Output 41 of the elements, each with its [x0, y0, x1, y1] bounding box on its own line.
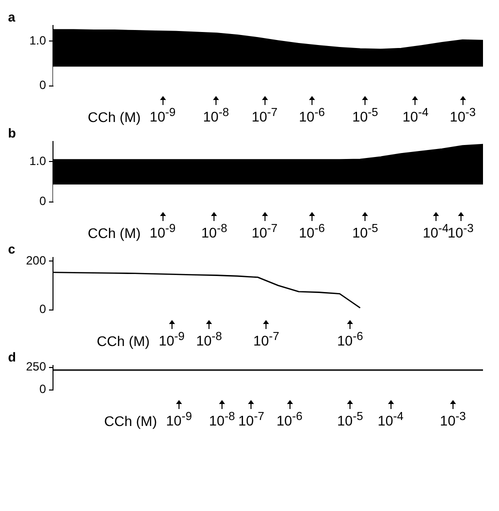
y-tick-label: 1.0 — [29, 154, 46, 168]
text: 10$^{-4}$ — [402, 106, 428, 125]
y-tick-label: 0 — [39, 302, 46, 316]
text: 10$^{-7}$ — [253, 330, 280, 349]
text: 10$^{-5}$ — [337, 410, 364, 429]
text: 10$^{-9}$ — [150, 222, 176, 241]
text: 10$^{-8}$ — [196, 330, 222, 349]
text: 10$^{-8}$ — [209, 410, 235, 429]
text: 10$^{-4}$ — [378, 410, 404, 429]
y-tick-label: 1.0 — [29, 34, 46, 48]
text: 10$^{-6}$ — [298, 106, 325, 125]
text: CCh (M) — [88, 225, 141, 241]
text: 10$^{-4}$ — [422, 222, 449, 241]
y-tick-label: 0 — [39, 194, 46, 208]
y-tick-label: 200 — [26, 254, 46, 268]
y-tick-label: 0 — [39, 78, 46, 92]
text: 10$^{-9}$ — [150, 106, 176, 125]
text: CCh (M) — [88, 109, 141, 125]
text: 10$^{-5}$ — [352, 222, 378, 241]
text: 10$^{-9}$ — [166, 410, 192, 429]
text: 10$^{-6}$ — [337, 330, 364, 349]
text: 10$^{-5}$ — [352, 106, 378, 125]
chart-title: a — [8, 9, 16, 24]
y-tick-label: 0 — [39, 382, 46, 396]
text: 10$^{-7}$ — [252, 222, 278, 241]
text: 10$^{-3}$ — [448, 222, 474, 241]
text: 10$^{-3}$ — [450, 106, 476, 125]
y-tick-label: 250 — [26, 360, 46, 374]
chart-title: d — [8, 349, 16, 364]
text: CCh (M) — [96, 333, 150, 349]
text: 10$^{-9}$ — [158, 330, 185, 349]
chart-title: c — [8, 241, 16, 256]
text: 10$^{-6}$ — [276, 410, 302, 429]
text: 10$^{-7}$ — [238, 410, 264, 429]
text: 10$^{-7}$ — [252, 106, 278, 125]
text: 10$^{-8}$ — [201, 222, 228, 241]
text: 10$^{-3}$ — [440, 410, 466, 429]
text: 10$^{-8}$ — [202, 106, 229, 125]
text: 10$^{-6}$ — [298, 222, 325, 241]
chart-title: b — [8, 125, 16, 140]
text: CCh (M) — [104, 413, 157, 429]
